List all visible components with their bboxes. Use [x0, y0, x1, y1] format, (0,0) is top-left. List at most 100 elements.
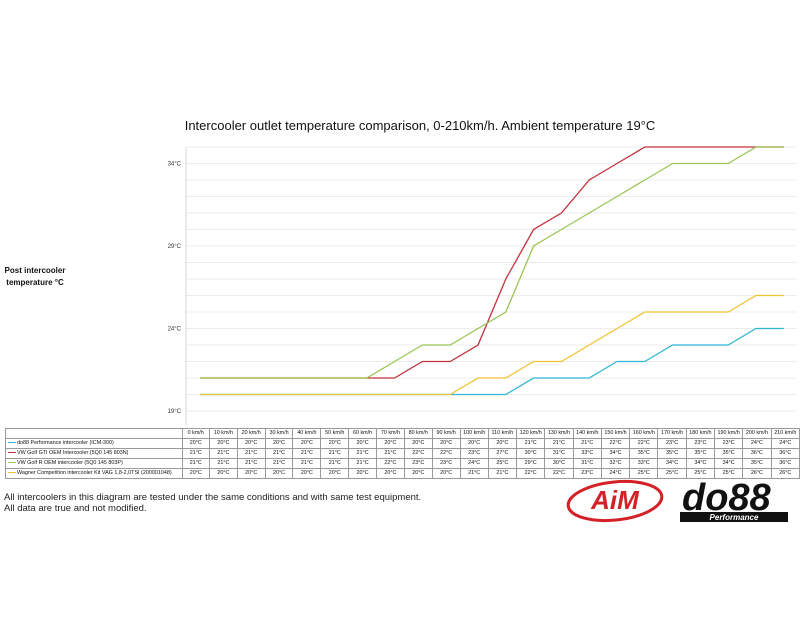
- table-cell: 23°C: [657, 438, 687, 449]
- table-cell: 31°C: [572, 458, 602, 469]
- table-header-cell: 110 km/h: [487, 428, 518, 439]
- table-header-cell: 30 km/h: [264, 428, 294, 439]
- table-header-cell: 10 km/h: [208, 428, 238, 439]
- table-cell: 20°C: [376, 438, 405, 449]
- legend-label: VW Golf R OEM intercooler (5Q0 145 803P): [17, 460, 123, 466]
- do88-logo: do88 Performance: [680, 478, 788, 522]
- table-cell: 20°C: [264, 438, 294, 449]
- table-header-cell: 100 km/h: [459, 428, 489, 439]
- table-cell: 20°C: [431, 468, 461, 479]
- series-line-3: [200, 146, 784, 379]
- table-cell: 21°C: [544, 438, 574, 449]
- aim-logo: AiM: [566, 479, 664, 523]
- legend-entry: VW Golf GTI OEM Intercooler (5Q0 145 803…: [5, 448, 183, 459]
- table-cell: 21°C: [376, 448, 405, 459]
- table-cell: 21°C: [487, 468, 518, 479]
- table-cell: 20°C: [376, 468, 405, 479]
- table-cell: 21°C: [181, 458, 210, 469]
- table-cell: 32°C: [600, 458, 631, 469]
- table-cell: 35°C: [685, 448, 716, 459]
- table-cell: 25°C: [657, 468, 687, 479]
- table-header-cell: 150 km/h: [600, 428, 631, 439]
- table-cell: 20°C: [403, 438, 433, 449]
- table-cell: 20°C: [320, 438, 350, 449]
- legend-entry: do88 Performance intercooler (ICM-300): [5, 438, 183, 449]
- table-cell: 20°C: [487, 438, 518, 449]
- table-header-cell: 70 km/h: [376, 428, 405, 439]
- table-cell: 22°C: [516, 468, 546, 479]
- table-cell: 35°C: [713, 448, 744, 459]
- table-cell: 21°C: [348, 458, 377, 469]
- table-cell: 30°C: [544, 458, 574, 469]
- table-cell: 20°C: [348, 468, 377, 479]
- legend-swatch: [8, 471, 16, 474]
- footnote-line-1: All intercoolers in this diagram are tes…: [4, 492, 422, 503]
- table-cell: 21°C: [292, 448, 322, 459]
- table-cell: 36°C: [770, 458, 800, 469]
- table-cell: 21°C: [516, 438, 546, 449]
- table-cell: 21°C: [320, 458, 350, 469]
- table-cell: 31°C: [544, 448, 574, 459]
- table-cell: 25°C: [629, 468, 659, 479]
- legend-label: VW Golf GTI OEM Intercooler (5Q0 145 803…: [17, 450, 129, 456]
- table-cell: 22°C: [376, 458, 405, 469]
- do88-logo-subtext: Performance: [710, 513, 759, 522]
- table-header-cell: 20 km/h: [236, 428, 266, 439]
- table-cell: 21°C: [236, 448, 266, 459]
- table-cell: 22°C: [544, 468, 574, 479]
- table-header-cell: 200 km/h: [742, 428, 772, 439]
- table-cell: 29°C: [516, 458, 546, 469]
- chart-title: Intercooler outlet temperature compariso…: [184, 118, 656, 133]
- data-table: 0 km/h 10 km/h 20 km/h 30 km/h 40 km/h 50 km/…: [5, 428, 800, 479]
- table-header-cell: 190 km/h: [713, 428, 744, 439]
- table-cell: 20°C: [320, 468, 350, 479]
- table-cell: 23°C: [431, 458, 461, 469]
- table-cell: 33°C: [629, 458, 659, 469]
- table-header-cell: 120 km/h: [516, 428, 546, 439]
- table-cell: 26°C: [770, 468, 800, 479]
- table-cell: 24°C: [459, 458, 489, 469]
- table-cell: 23°C: [572, 468, 602, 479]
- footnote-line-2: All data are true and not modified.: [4, 503, 147, 514]
- table-cell: 24°C: [600, 468, 631, 479]
- table-cell: 20°C: [236, 438, 266, 449]
- table-cell: 22°C: [403, 448, 433, 459]
- legend-label: Wagner Competition intercooler Kit VAG 1…: [17, 470, 172, 476]
- table-cell: 20°C: [208, 468, 238, 479]
- table-row: VW Golf R OEM intercooler (5Q0 145 803P)…: [5, 458, 800, 469]
- table-header-cell: 80 km/h: [403, 428, 433, 439]
- legend-swatch: [8, 451, 16, 454]
- legend-entry: VW Golf R OEM intercooler (5Q0 145 803P): [5, 458, 183, 469]
- table-header-cell: 60 km/h: [348, 428, 377, 439]
- table-header-cell: 130 km/h: [544, 428, 574, 439]
- table-cell: 20°C: [292, 438, 322, 449]
- table-cell: 35°C: [629, 448, 659, 459]
- y-tick-layer: 19°C 24°C 29°C 34°C: [168, 162, 182, 416]
- legend-swatch: [8, 441, 16, 444]
- table-cell: 25°C: [685, 468, 716, 479]
- table-cell: 20°C: [236, 468, 266, 479]
- y-tick-label: 24°C: [168, 327, 182, 333]
- legend-entry: Wagner Competition intercooler Kit VAG 1…: [5, 468, 183, 479]
- table-cell: 21°C: [320, 448, 350, 459]
- y-tick-label: 19°C: [168, 409, 182, 415]
- table-row: VW Golf GTI OEM Intercooler (5Q0 145 803…: [5, 448, 800, 459]
- table-cell: 34°C: [600, 448, 631, 459]
- table-header-cell: 170 km/h: [657, 428, 687, 439]
- table-header-cell: 210 km/h: [770, 428, 800, 439]
- table-cell: 26°C: [742, 468, 772, 479]
- table-cell: 34°C: [657, 458, 687, 469]
- table-cell: 20°C: [181, 438, 210, 449]
- table-cell: 35°C: [657, 448, 687, 459]
- aim-logo-text: AiM: [590, 485, 640, 515]
- table-cell: 20°C: [208, 438, 238, 449]
- table-cell: 21°C: [459, 468, 489, 479]
- table-cell: 25°C: [487, 458, 518, 469]
- table-corner-cell: [5, 428, 183, 439]
- table-cell: 20°C: [292, 468, 322, 479]
- line-chart: 19°C 24°C 29°C 34°C: [168, 146, 797, 425]
- table-header-cell: 140 km/h: [572, 428, 602, 439]
- table-cell: 23°C: [713, 438, 744, 449]
- table-row: do88 Performance intercooler (ICM-300) 20…: [5, 438, 800, 449]
- table-cell: 20°C: [403, 468, 433, 479]
